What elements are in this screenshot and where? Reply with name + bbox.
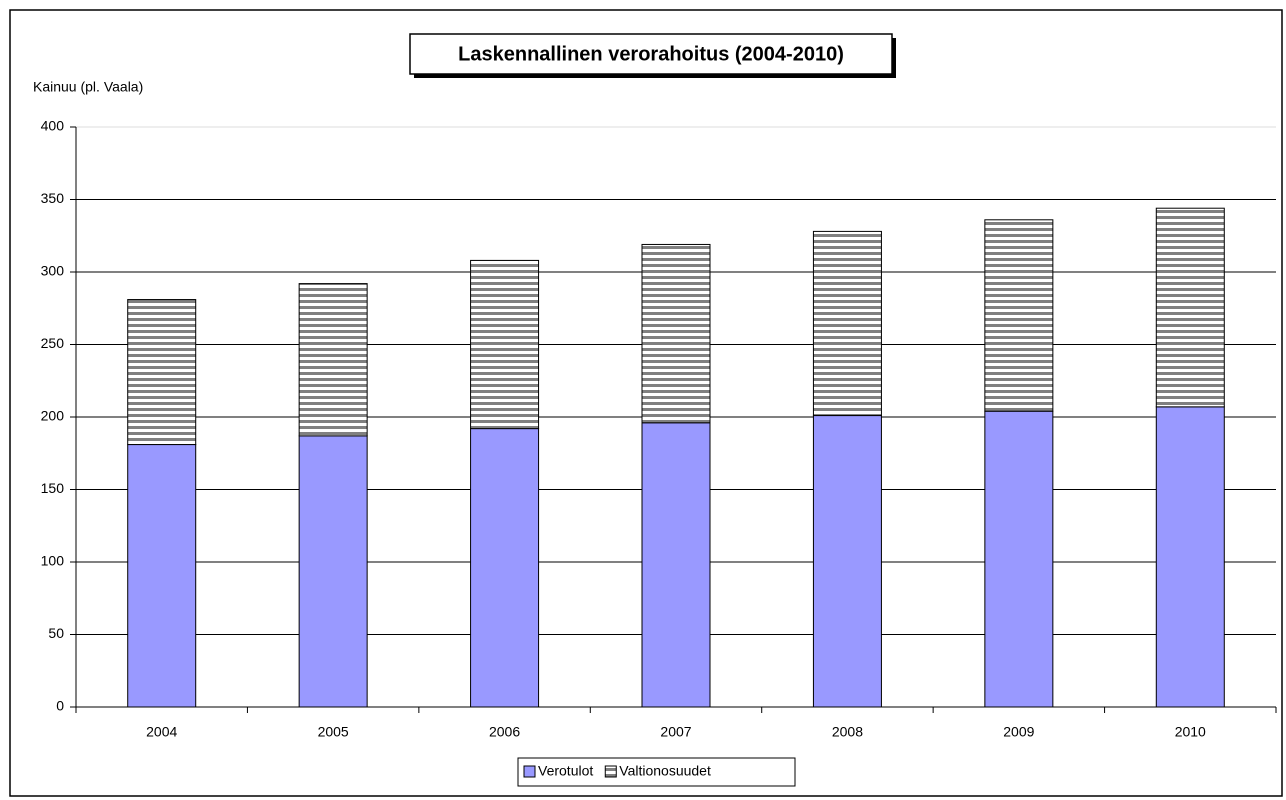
x-tick-label: 2007 <box>660 724 691 740</box>
x-tick-label: 2010 <box>1175 724 1206 740</box>
legend-swatch <box>523 765 536 778</box>
y-tick-label: 100 <box>41 553 65 569</box>
legend-box <box>517 757 796 787</box>
title-box <box>409 33 893 75</box>
y-tick-label: 0 <box>56 698 64 714</box>
y-tick-label: 200 <box>41 408 65 424</box>
legend-label: Verotulot <box>538 763 593 779</box>
legend-label: Valtionosuudet <box>619 763 711 779</box>
bar-segment <box>1155 207 1225 408</box>
bar-segment <box>470 428 540 708</box>
bar-segment <box>984 219 1054 412</box>
x-tick-label: 2004 <box>146 724 177 740</box>
chart-title: Laskennallinen verorahoitus (2004-2010) <box>458 43 844 65</box>
bar-segment <box>641 422 711 708</box>
y-tick-label: 350 <box>41 190 65 206</box>
bar-segment <box>641 243 711 424</box>
y-axis-label: Kainuu (pl. Vaala) <box>33 79 143 95</box>
bar-segment <box>984 410 1054 708</box>
x-tick-label: 2008 <box>832 724 863 740</box>
bar-segment <box>812 415 882 708</box>
bar-segment <box>298 435 368 708</box>
x-tick-label: 2005 <box>318 724 349 740</box>
bar-segment <box>298 283 368 437</box>
y-tick-label: 400 <box>41 118 65 134</box>
bar-segment <box>127 299 197 446</box>
bar-segment <box>470 259 540 430</box>
legend-swatch <box>604 765 617 778</box>
x-tick-label: 2006 <box>489 724 520 740</box>
y-tick-label: 150 <box>41 480 65 496</box>
bar-segment <box>1155 406 1225 708</box>
bar-segment <box>127 444 197 708</box>
x-tick-label: 2009 <box>1003 724 1034 740</box>
y-tick-label: 250 <box>41 335 65 351</box>
y-tick-label: 300 <box>41 263 65 279</box>
bar-segment <box>812 230 882 417</box>
y-tick-label: 50 <box>48 625 64 641</box>
